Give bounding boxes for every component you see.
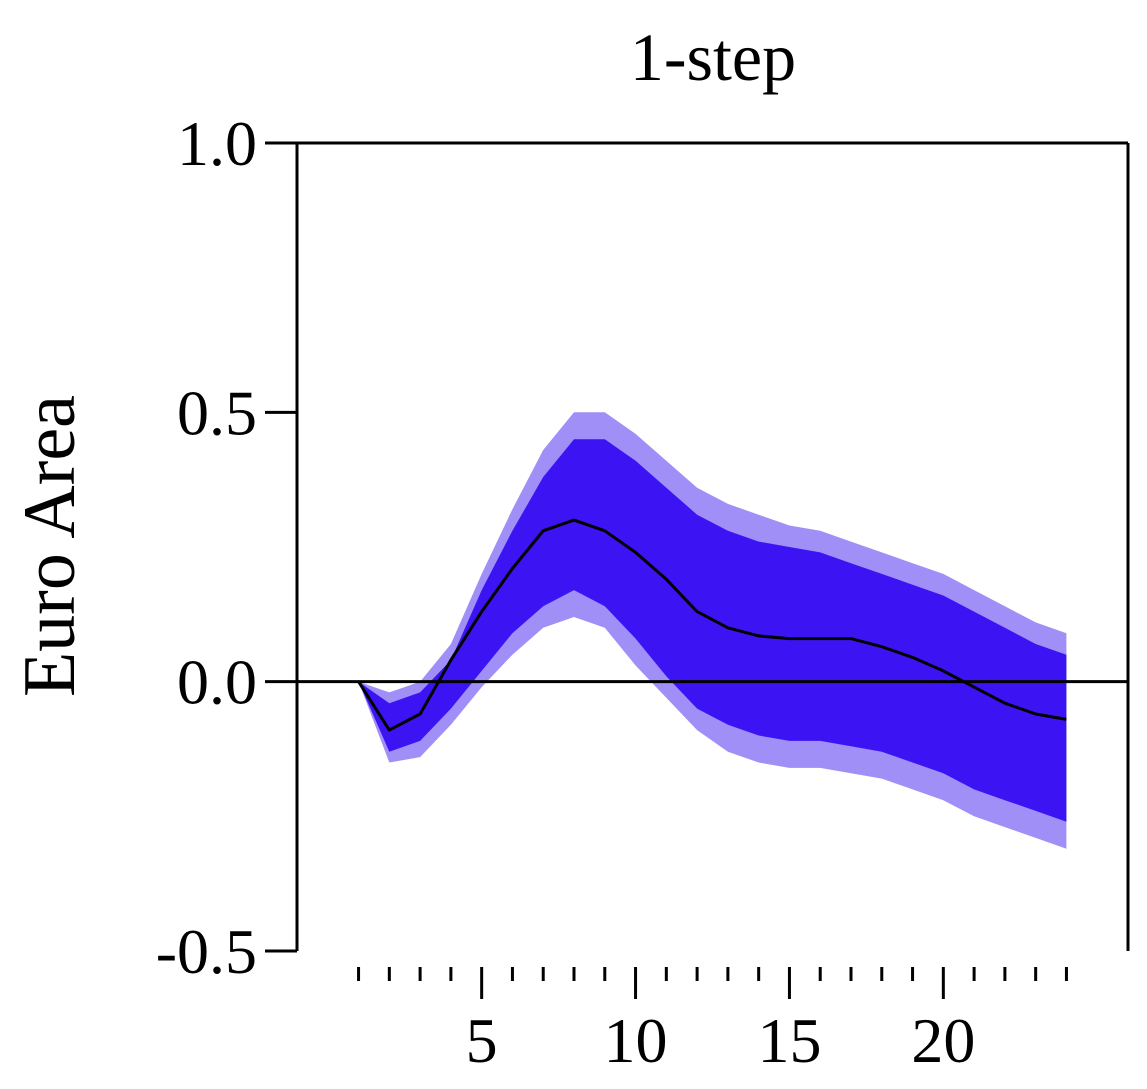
- inner-credible-band: [358, 439, 1067, 822]
- median-response-line: [357, 518, 1067, 732]
- x-tick-label: 5: [466, 1005, 498, 1076]
- x-tick-label: 15: [757, 1005, 821, 1076]
- x-tick-label: 10: [604, 1005, 668, 1076]
- axes-layer: [295, 141, 1130, 951]
- y-tick-label: 0.5: [177, 377, 257, 448]
- y-tick-label: 0.0: [177, 647, 257, 718]
- y-axis-label: Euro Area: [9, 395, 91, 697]
- y-tick-label: 1.0: [177, 108, 257, 179]
- chart-title: 1-step: [630, 19, 796, 95]
- y-tick-label: -0.5: [156, 916, 257, 987]
- lines-layer: [297, 518, 1128, 732]
- bands-layer: [358, 412, 1067, 849]
- x-tick-label: 20: [911, 1005, 975, 1076]
- ticks-layer: -0.5 0.0 0.5 1.0 5 10 15 20: [156, 108, 1068, 1076]
